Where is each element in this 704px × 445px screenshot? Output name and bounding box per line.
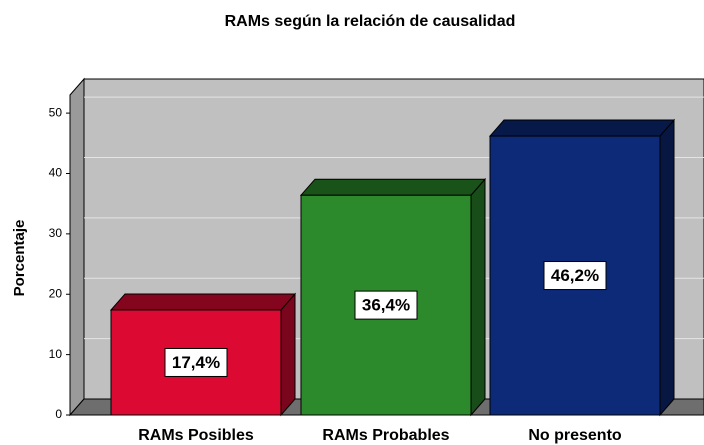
value-label: 46,2% xyxy=(551,266,599,285)
value-label-box xyxy=(354,290,418,320)
bar-top xyxy=(488,119,676,137)
chart-title: RAMs según la relación de causalidad xyxy=(225,13,516,30)
y-axis-label: Porcentaje xyxy=(11,220,28,297)
y-tick-label: 10 xyxy=(49,347,63,361)
bar-top xyxy=(109,293,297,311)
y-tick-label: 20 xyxy=(49,286,63,300)
y-tick-label: 0 xyxy=(55,407,62,421)
value-label: 36,4% xyxy=(362,296,410,315)
y-tick-label: 30 xyxy=(49,226,63,240)
x-tick-label: No presento xyxy=(528,427,622,444)
bar-top xyxy=(299,178,487,196)
value-label-box xyxy=(543,261,607,291)
bar-side xyxy=(280,292,296,417)
bar-side xyxy=(470,177,486,417)
x-tick-label: RAMs Posibles xyxy=(138,427,254,444)
x-tick-label: RAMs Probables xyxy=(322,427,449,444)
left-wall xyxy=(69,77,85,417)
value-label-box xyxy=(164,347,228,377)
value-label: 17,4% xyxy=(172,353,220,372)
bar-side xyxy=(659,118,675,417)
y-tick-label: 50 xyxy=(49,105,63,119)
y-tick-label: 40 xyxy=(49,166,63,180)
